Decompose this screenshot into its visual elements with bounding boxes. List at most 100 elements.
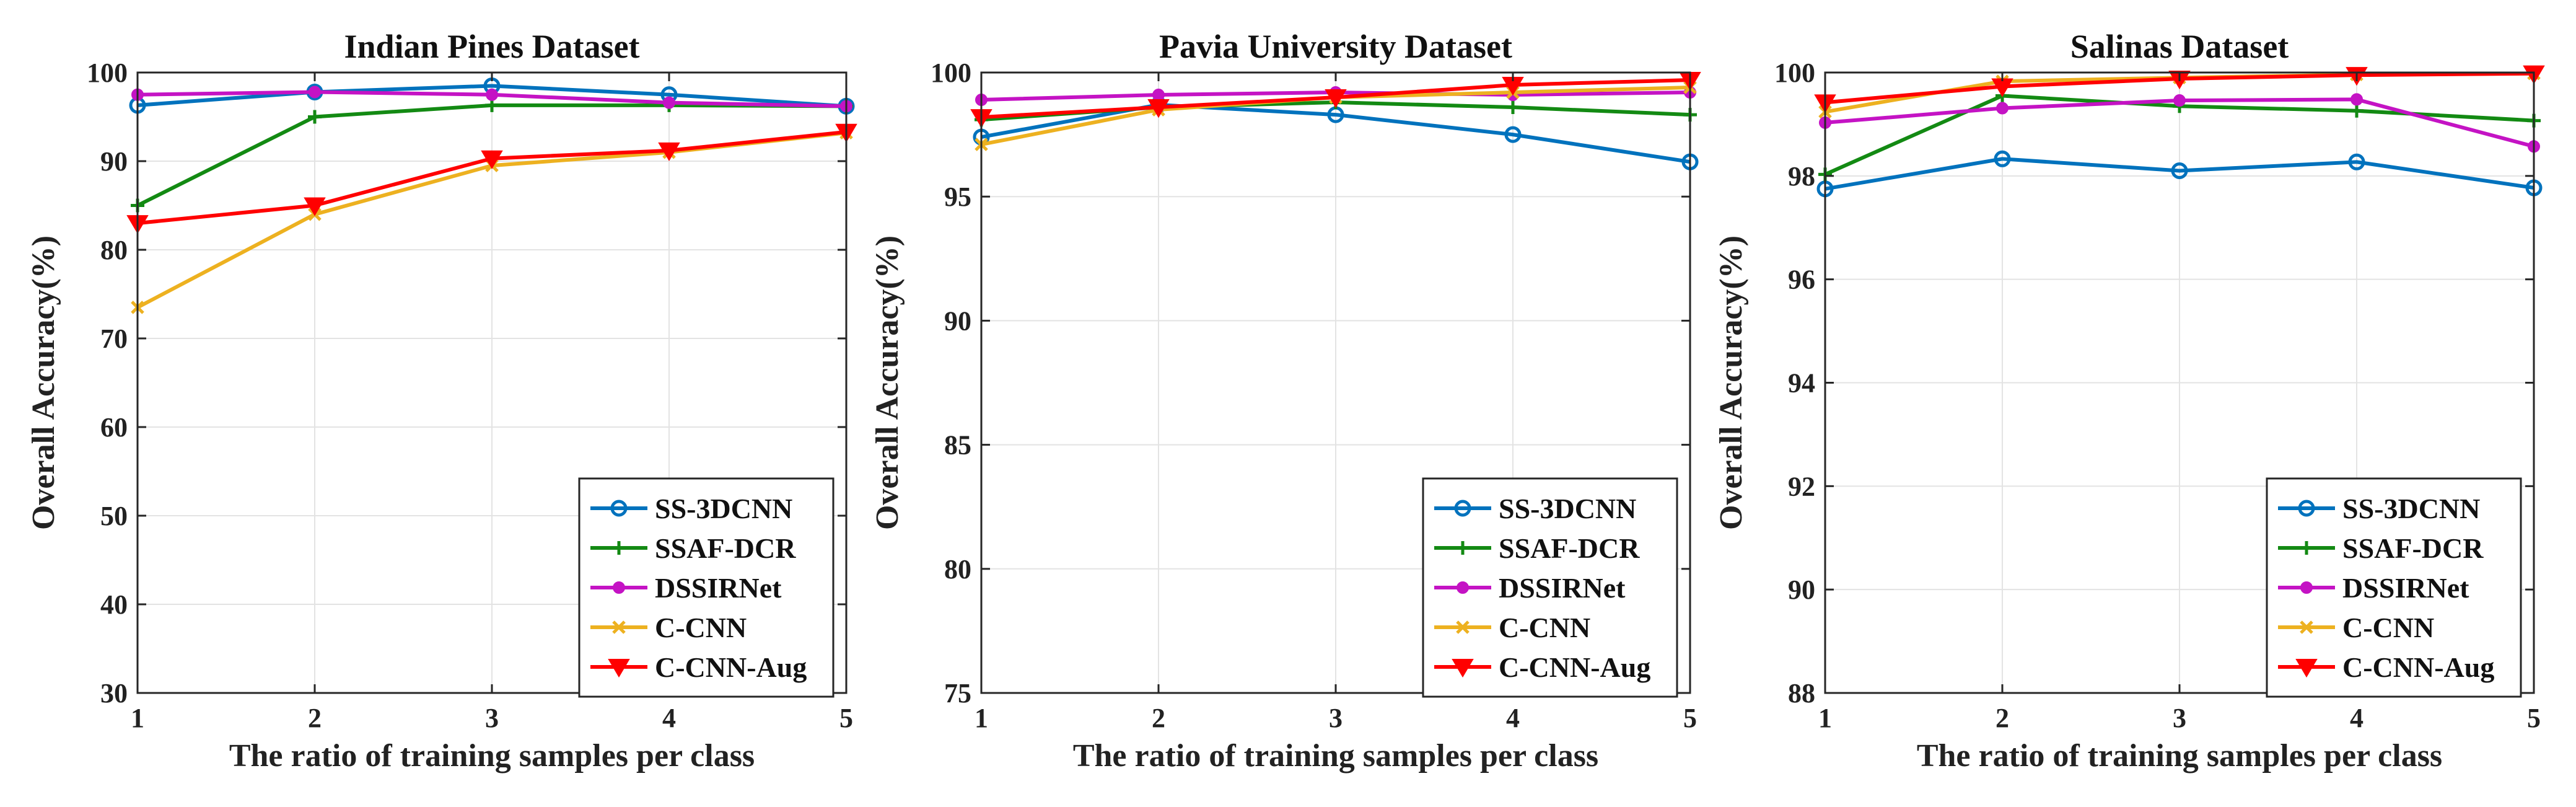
x-tick-label: 4 — [1506, 703, 1520, 733]
legend-label-C-CNN-Aug: C-CNN-Aug — [2342, 651, 2494, 683]
x-tick-label: 3 — [485, 703, 499, 733]
x-tick-label: 5 — [1683, 703, 1697, 733]
legend-label-DSSIRNet: DSSIRNet — [2342, 572, 2469, 604]
legend-marker-C-CNN — [2300, 620, 2313, 634]
legend-label-SS-3DCNN: SS-3DCNN — [1499, 493, 1636, 524]
y-axis-label: Overall Accuracy(%) — [870, 236, 905, 530]
data-point-SS-3DCNN-2 — [1994, 150, 2011, 167]
data-point-C-CNN-Aug-2 — [1147, 99, 1170, 118]
series-DSSIRNet — [1819, 93, 2540, 153]
y-tick-label: 30 — [100, 678, 128, 708]
data-point-DSSIRNet-2 — [1996, 102, 2009, 115]
x-tick-label: 1 — [975, 703, 988, 733]
y-tick-label: 75 — [944, 678, 971, 708]
legend-label-SSAF-DCR: SSAF-DCR — [655, 532, 796, 564]
y-tick-label: 100 — [1774, 58, 1815, 88]
data-point-SSAF-DCR-2 — [308, 110, 322, 124]
y-tick-label: 85 — [944, 430, 971, 461]
chart-panel-1: 1 2 3 4 5 30 40 50 60 70 80 90 100 Indian Pines Datas… — [26, 28, 857, 774]
legend-label-C-CNN: C-CNN — [655, 612, 747, 643]
y-tick-label: 90 — [944, 306, 971, 336]
legend-marker-C-CNN-Aug — [2295, 659, 2318, 678]
y-tick-label: 70 — [100, 324, 128, 354]
legend-marker-C-CNN — [1456, 620, 1470, 634]
legend-marker-SS-3DCNN — [1454, 500, 1471, 517]
y-tick-label: 80 — [944, 554, 971, 584]
y-tick-label: 95 — [944, 182, 971, 212]
data-point-SS-3DCNN-3 — [2171, 162, 2188, 179]
legend-label-DSSIRNet: DSSIRNet — [655, 572, 782, 604]
legend-label-SSAF-DCR: SSAF-DCR — [1499, 532, 1640, 564]
legend-label-C-CNN-Aug: C-CNN-Aug — [1499, 651, 1650, 683]
y-tick-label: 90 — [100, 146, 128, 177]
legend-marker-C-CNN — [612, 620, 626, 634]
chart-panel-2: 1 2 3 4 5 75 80 85 90 95 100 Pavia University Datas… — [870, 28, 1701, 774]
legend-label-SSAF-DCR: SSAF-DCR — [2342, 532, 2484, 564]
legend-marker-DSSIRNet — [2300, 581, 2313, 594]
series-line-SS-3DCNN — [981, 103, 1691, 164]
legend-label-SS-3DCNN: SS-3DCNN — [655, 493, 792, 524]
y-tick-label: 90 — [1788, 575, 1815, 605]
legend-label-DSSIRNet: DSSIRNet — [1499, 572, 1626, 604]
data-point-SSAF-DCR-4 — [1506, 100, 1520, 115]
y-tick-label: 100 — [931, 58, 971, 88]
data-point-C-CNN-Aug-2 — [304, 197, 326, 216]
data-point-C-CNN-Aug-3 — [481, 150, 503, 169]
x-axis-label: The ratio of training samples per class — [1073, 738, 1598, 774]
y-tick-label: 88 — [1788, 678, 1815, 708]
y-tick-label: 98 — [1788, 161, 1815, 192]
x-tick-label: 1 — [131, 703, 144, 733]
x-tick-label: 2 — [308, 703, 322, 733]
data-point-DSSIRNet-2 — [1152, 89, 1165, 102]
y-tick-label: 94 — [1788, 368, 1815, 399]
legend-marker-DSSIRNet — [613, 581, 625, 594]
chart-panel-3: 1 2 3 4 5 88 90 92 94 96 98 100 Salinas Dataset The r… — [1714, 28, 2545, 774]
data-point-SS-3DCNN-4 — [1504, 126, 1522, 143]
x-tick-label: 3 — [1329, 703, 1343, 733]
y-tick-label: 100 — [87, 58, 128, 88]
x-tick-label: 4 — [2350, 703, 2364, 733]
x-tick-label: 2 — [1996, 703, 2009, 733]
x-tick-label: 2 — [1152, 703, 1165, 733]
legend-label-C-CNN-Aug: C-CNN-Aug — [655, 651, 807, 683]
x-tick-label: 5 — [2527, 703, 2541, 733]
legend: SS-3DCNN SSAF-DCR DSSIRNet C-CNN C-CNN-Aug — [578, 477, 835, 698]
legend-marker-SSAF-DCR — [1456, 541, 1470, 555]
data-point-DSSIRNet-3 — [486, 88, 498, 101]
y-axis-label: Overall Accuracy(%) — [26, 236, 61, 530]
data-point-SSAF-DCR-4 — [2350, 104, 2364, 118]
series-line-SS-3DCNN — [137, 84, 847, 108]
series-line-SS-3DCNN — [1825, 157, 2534, 191]
x-tick-label: 3 — [2173, 703, 2186, 733]
data-point-DSSIRNet-2 — [309, 86, 321, 99]
data-point-DSSIRNet-4 — [663, 96, 675, 109]
legend-label-C-CNN: C-CNN — [2342, 612, 2434, 643]
chart-title: Pavia University Dataset — [1159, 28, 1512, 65]
data-point-DSSIRNet-4 — [2350, 93, 2363, 106]
legend-marker-SS-3DCNN — [610, 500, 628, 517]
series-C-CNN-Aug — [126, 123, 857, 234]
y-tick-label: 60 — [100, 412, 128, 443]
y-tick-label: 96 — [1788, 265, 1815, 295]
data-point-C-CNN-Aug-4 — [658, 142, 680, 162]
legend-marker-C-CNN-Aug — [608, 659, 630, 678]
y-tick-label: 40 — [100, 589, 128, 620]
legend-marker-C-CNN-Aug — [1452, 659, 1474, 678]
x-tick-label: 5 — [839, 703, 853, 733]
chart-title: Indian Pines Dataset — [344, 28, 639, 65]
y-tick-label: 50 — [100, 501, 128, 531]
y-tick-label: 80 — [100, 235, 128, 265]
x-axis-label: The ratio of training samples per class — [229, 738, 755, 774]
y-axis-label: Overall Accuracy(%) — [1714, 236, 1749, 530]
legend-marker-DSSIRNet — [1457, 581, 1469, 594]
x-tick-label: 1 — [1818, 703, 1832, 733]
legend-marker-SSAF-DCR — [2300, 541, 2313, 555]
legend: SS-3DCNN SSAF-DCR DSSIRNet C-CNN C-CNN-Aug — [1422, 477, 1678, 698]
legend-label-C-CNN: C-CNN — [1499, 612, 1590, 643]
legend-label-SS-3DCNN: SS-3DCNN — [2342, 493, 2480, 524]
data-point-DSSIRNet-3 — [2173, 94, 2186, 107]
legend-marker-SS-3DCNN — [2298, 500, 2315, 517]
legend-marker-SSAF-DCR — [612, 541, 626, 555]
data-point-SS-3DCNN-4 — [2348, 153, 2365, 170]
